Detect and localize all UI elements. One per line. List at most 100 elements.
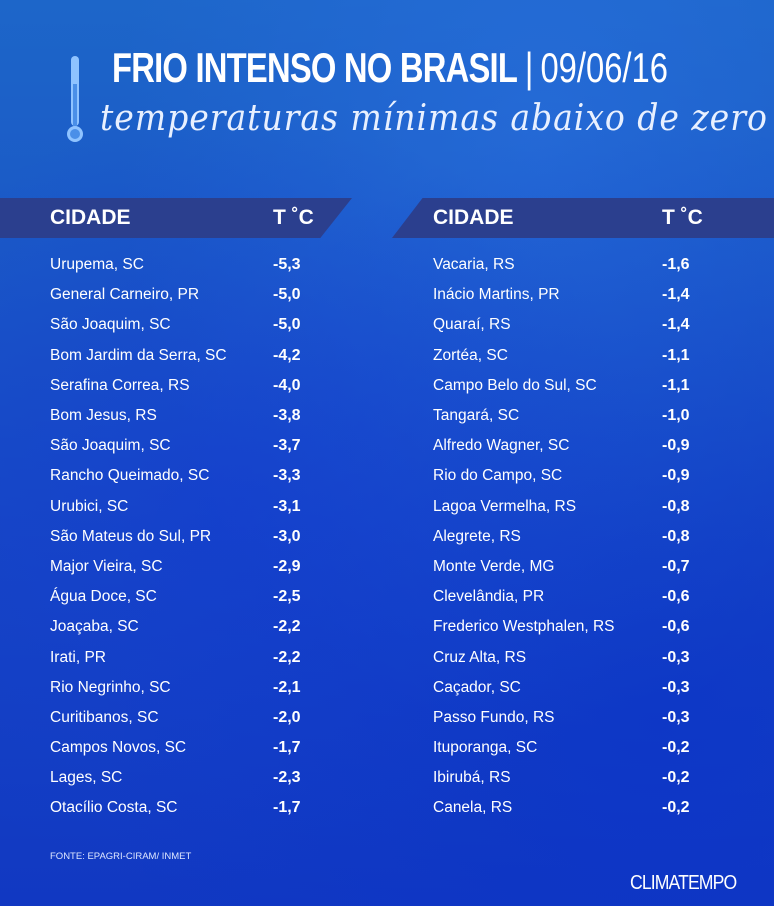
city-name: Ituporanga, SC [433,739,538,757]
table-row: Cruz Alta, RS -0,3 [433,642,690,672]
table-left: Urupema, SC -5,3 General Carneiro, PR -5,0 S… [50,250,301,824]
city-name: Irati, PR [50,648,106,666]
table-row: General Carneiro, PR -5,0 [50,280,301,310]
city-name: Inácio Martins, PR [433,286,560,304]
city-name: General Carneiro, PR [50,286,200,304]
table-row: Curitibanos, SC -2,0 [50,703,301,733]
city-name: Passo Fundo, RS [433,708,555,726]
city-name: Água Doce, SC [50,588,157,606]
temperature-value: -0,2 [662,769,690,787]
city-name: Rio do Campo, SC [433,467,563,485]
city-name: Otacílio Costa, SC [50,799,178,817]
page-title: FRIO INTENSO NO BRASIL | 09/06/16 [112,44,668,92]
table-row: Passo Fundo, RS -0,3 [433,703,690,733]
column-header-city-left: CIDADE [50,206,131,229]
temperature-value: -0,8 [662,527,690,545]
city-name: Ibirubá, RS [433,769,511,787]
city-name: Monte Verde, MG [433,557,555,575]
temperature-value: -0,7 [662,557,690,575]
table-row: Major Vieira, SC -2,9 [50,552,301,582]
table-row: Bom Jardim da Serra, SC -4,2 [50,341,301,371]
table-row: Quaraí, RS -1,4 [433,310,690,340]
title-text: FRIO INTENSO NO BRASIL [112,44,518,91]
city-name: Rancho Queimado, SC [50,467,210,485]
table-row: Inácio Martins, PR -1,4 [433,280,690,310]
table-row: Água Doce, SC -2,5 [50,582,301,612]
temperature-value: -2,1 [273,678,301,696]
temperature-value: -1,1 [662,346,690,364]
temperature-value: -1,0 [662,407,690,425]
temperature-value: -5,0 [273,286,301,304]
brand-logo: CLIMATEMPO [630,872,737,894]
temperature-value: -0,6 [662,618,690,636]
city-name: Curitibanos, SC [50,708,159,726]
temperature-value: -3,8 [273,407,301,425]
table-row: Ibirubá, RS -0,2 [433,763,690,793]
table-row: Lagoa Vermelha, RS -0,8 [433,492,690,522]
table-row: Caçador, SC -0,3 [433,673,690,703]
table-row: Irati, PR -2,2 [50,642,301,672]
table-row: Canela, RS -0,2 [433,793,690,823]
city-name: Serafina Correa, RS [50,376,190,394]
table-row: Vacaria, RS -1,6 [433,250,690,280]
temperature-value: -2,3 [273,769,301,787]
table-row: Tangará, SC -1,0 [433,401,690,431]
temperature-value: -0,9 [662,437,690,455]
city-name: Alegrete, RS [433,527,521,545]
temperature-value: -0,9 [662,467,690,485]
temperature-value: -0,8 [662,497,690,515]
temperature-value: -1,4 [662,316,690,334]
city-name: Campos Novos, SC [50,739,187,757]
city-name: Zortéa, SC [433,346,508,364]
table-row: Rio Negrinho, SC -2,1 [50,673,301,703]
table-header-band-right [392,198,774,238]
temperature-value: -0,6 [662,588,690,606]
thermometer-icon [67,56,83,142]
table-row: Rio do Campo, SC -0,9 [433,461,690,491]
temperature-value: -5,3 [273,256,301,274]
column-header-city-right: CIDADE [433,206,514,229]
table-row: Joaçaba, SC -2,2 [50,612,301,642]
column-header-temp-left: T ˚C [273,206,314,229]
temperature-value: -0,2 [662,739,690,757]
table-row: Zortéa, SC -1,1 [433,341,690,371]
table-right: Vacaria, RS -1,6 Inácio Martins, PR -1,4 Qua… [433,250,690,824]
temperature-value: -4,0 [273,376,301,394]
source-note: FONTE: EPAGRI-CIRAM/ INMET [50,851,192,862]
column-header-temp-right: T ˚C [662,206,703,229]
temperature-value: -3,0 [273,527,301,545]
city-name: Bom Jardim da Serra, SC [50,346,227,364]
temperature-value: -2,9 [273,557,301,575]
city-name: Lagoa Vermelha, RS [433,497,577,515]
city-name: São Joaquim, SC [50,316,171,334]
city-name: São Mateus do Sul, PR [50,527,212,545]
temperature-value: -1,7 [273,739,301,757]
table-row: Frederico Westphalen, RS -0,6 [433,612,690,642]
table-row: Alegrete, RS -0,8 [433,522,690,552]
temperature-value: -4,2 [273,346,301,364]
temperature-value: -2,2 [273,618,301,636]
table-row: Campo Belo do Sul, SC -1,1 [433,371,690,401]
table-row: São Mateus do Sul, PR -3,0 [50,522,301,552]
table-row: Monte Verde, MG -0,7 [433,552,690,582]
city-name: Caçador, SC [433,678,521,696]
table-row: Bom Jesus, RS -3,8 [50,401,301,431]
table-row: Alfredo Wagner, SC -0,9 [433,431,690,461]
temperature-value: -1,1 [662,376,690,394]
temperature-value: -3,1 [273,497,301,515]
city-name: Rio Negrinho, SC [50,678,171,696]
temperature-value: -1,6 [662,256,690,274]
city-name: Frederico Westphalen, RS [433,618,615,636]
temperature-value: -0,2 [662,799,690,817]
table-row: São Joaquim, SC -3,7 [50,431,301,461]
city-name: Major Vieira, SC [50,557,163,575]
city-name: Quaraí, RS [433,316,511,334]
city-name: Campo Belo do Sul, SC [433,376,597,394]
table-header-band-left [0,198,352,238]
city-name: Cruz Alta, RS [433,648,527,666]
page-subtitle: temperaturas mínimas abaixo de zero [100,98,768,139]
temperature-value: -1,4 [662,286,690,304]
temperature-value: -5,0 [273,316,301,334]
table-row: Lages, SC -2,3 [50,763,301,793]
temperature-value: -3,3 [273,467,301,485]
